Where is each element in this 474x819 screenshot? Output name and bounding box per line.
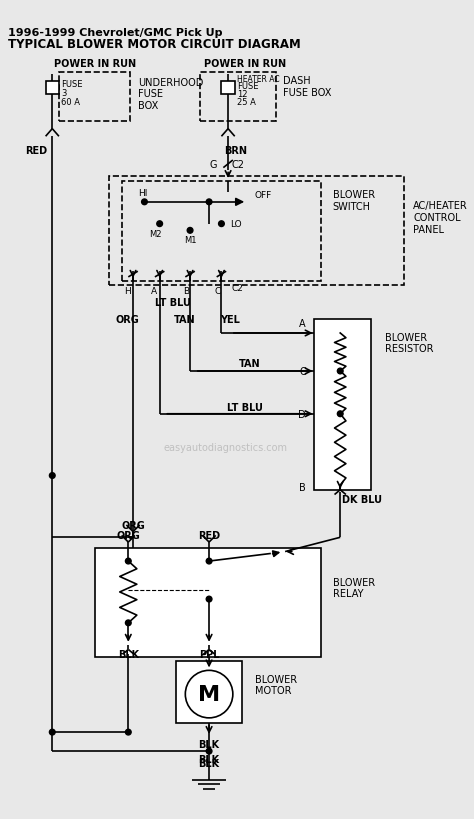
Text: BLK: BLK — [199, 753, 219, 764]
Circle shape — [337, 411, 343, 417]
Circle shape — [185, 671, 233, 718]
Text: 12: 12 — [237, 90, 247, 99]
Text: H: H — [124, 287, 131, 296]
Text: HI: HI — [138, 188, 147, 197]
Circle shape — [157, 222, 163, 227]
Text: YEL: YEL — [220, 314, 240, 324]
Bar — [95, 548, 321, 657]
Circle shape — [49, 730, 55, 735]
Bar — [221, 82, 235, 95]
Text: 60 A: 60 A — [61, 97, 80, 106]
Text: FUSE: FUSE — [237, 82, 258, 91]
Text: AC/HEATER
CONTROL
PANEL: AC/HEATER CONTROL PANEL — [413, 201, 468, 234]
Text: 25 A: 25 A — [237, 97, 255, 106]
Circle shape — [206, 559, 212, 564]
Circle shape — [126, 559, 131, 564]
Text: FUSE: FUSE — [61, 80, 82, 89]
Text: UNDERHOOD
FUSE
BOX: UNDERHOOD FUSE BOX — [138, 78, 203, 111]
Bar — [200, 73, 275, 122]
Circle shape — [126, 730, 131, 735]
Text: TAN: TAN — [239, 359, 261, 369]
Text: BLOWER
SWITCH: BLOWER SWITCH — [333, 190, 375, 211]
Text: C2: C2 — [232, 160, 245, 170]
Text: BRN: BRN — [224, 146, 247, 156]
Text: B: B — [183, 287, 189, 296]
Text: easyautodiagnostics.com: easyautodiagnostics.com — [163, 442, 287, 452]
Text: LT BLU: LT BLU — [227, 403, 263, 413]
Text: B: B — [299, 482, 306, 492]
Circle shape — [142, 200, 147, 206]
Text: RED: RED — [25, 146, 47, 156]
Bar — [46, 82, 59, 95]
Text: POWER IN RUN: POWER IN RUN — [204, 59, 286, 69]
Text: POWER IN RUN: POWER IN RUN — [54, 59, 136, 69]
Text: DASH
FUSE BOX: DASH FUSE BOX — [283, 76, 332, 97]
Text: BLK: BLK — [199, 758, 219, 767]
Text: BLOWER
MOTOR: BLOWER MOTOR — [255, 674, 297, 695]
Circle shape — [187, 229, 193, 234]
Text: M1: M1 — [184, 236, 196, 245]
Text: A: A — [151, 287, 157, 296]
Text: TYPICAL BLOWER MOTOR CIRCUIT DIAGRAM: TYPICAL BLOWER MOTOR CIRCUIT DIAGRAM — [8, 38, 301, 51]
Bar — [109, 177, 404, 286]
Text: G: G — [209, 160, 217, 170]
Circle shape — [206, 200, 212, 206]
Text: DK BLU: DK BLU — [342, 495, 382, 505]
Circle shape — [337, 369, 343, 374]
Text: HEATER AC: HEATER AC — [237, 75, 279, 84]
Circle shape — [126, 620, 131, 626]
Text: C: C — [299, 367, 306, 377]
Circle shape — [219, 222, 224, 227]
Text: PPL: PPL — [199, 649, 219, 659]
Text: BLOWER
RELAY: BLOWER RELAY — [333, 577, 375, 599]
Text: C: C — [215, 287, 221, 296]
Text: C2: C2 — [232, 283, 244, 292]
Bar — [176, 661, 242, 722]
Text: RED: RED — [198, 531, 220, 541]
Text: BLK: BLK — [199, 740, 219, 749]
Circle shape — [206, 596, 212, 602]
Text: LT BLU: LT BLU — [155, 297, 191, 307]
Text: M2: M2 — [149, 229, 161, 238]
Circle shape — [206, 749, 212, 754]
Text: ORG: ORG — [117, 531, 140, 541]
Bar — [314, 319, 371, 491]
Text: ORG: ORG — [116, 314, 139, 324]
Text: BLK: BLK — [118, 649, 139, 659]
Text: LO: LO — [230, 220, 242, 229]
Text: 3: 3 — [61, 89, 66, 98]
Bar — [59, 73, 130, 122]
Text: A: A — [300, 319, 306, 329]
Text: 1996-1999 Chevrolet/GMC Pick Up: 1996-1999 Chevrolet/GMC Pick Up — [8, 28, 222, 38]
Text: M: M — [198, 684, 220, 704]
Bar — [122, 182, 321, 282]
Circle shape — [49, 473, 55, 479]
Text: TAN: TAN — [173, 314, 195, 324]
Text: ORG: ORG — [121, 520, 145, 530]
Text: BLOWER
RESISTOR: BLOWER RESISTOR — [385, 333, 433, 354]
Text: OFF: OFF — [255, 191, 272, 200]
Text: D: D — [299, 410, 306, 419]
